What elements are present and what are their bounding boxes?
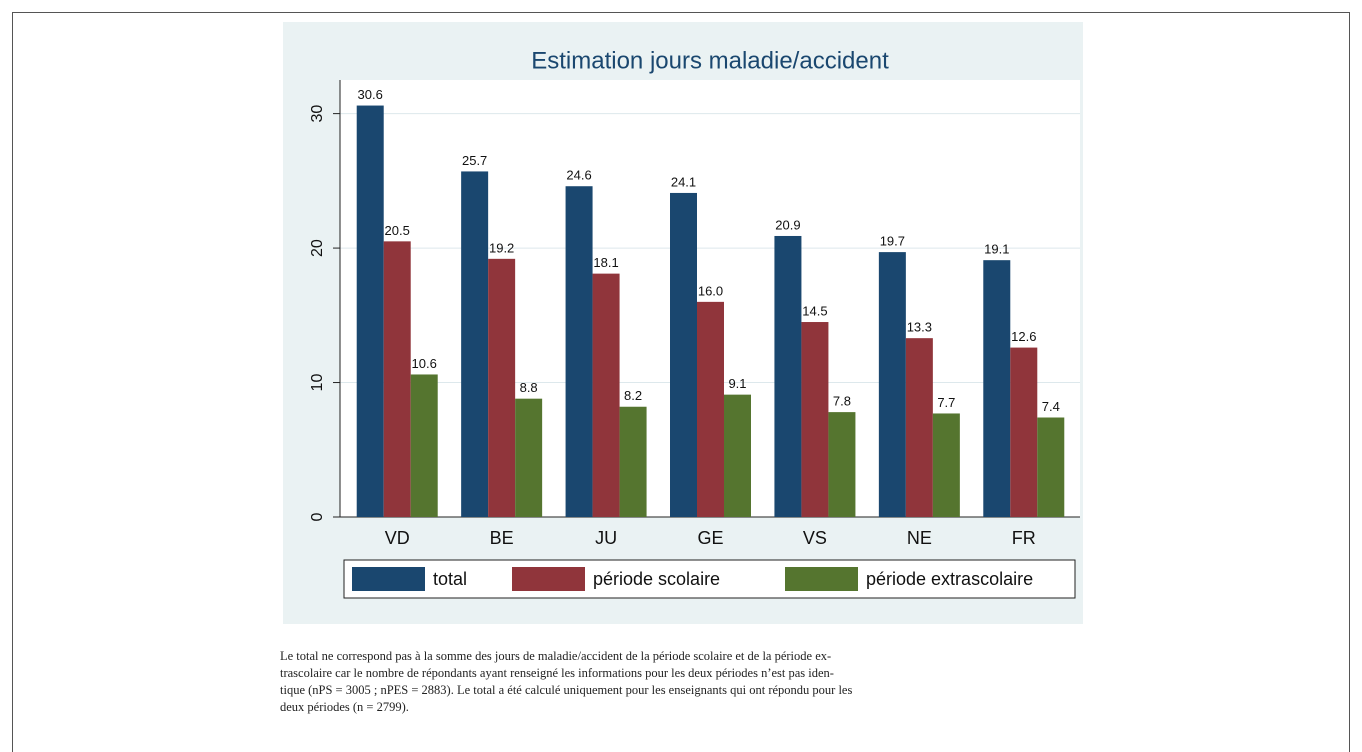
note-line: Le total ne correspond pas à la somme de… xyxy=(280,649,832,663)
legend-label: période extrascolaire xyxy=(866,569,1033,589)
bar xyxy=(878,252,906,517)
legend-swatch xyxy=(785,567,858,591)
x-tick-label: VD xyxy=(385,528,410,548)
value-label: 12.6 xyxy=(1011,329,1036,344)
value-label: 19.7 xyxy=(880,234,905,249)
bar xyxy=(774,235,802,517)
bar xyxy=(619,406,647,517)
value-label: 10.6 xyxy=(412,356,437,371)
legend-label: période scolaire xyxy=(593,569,720,589)
value-label: 25.7 xyxy=(462,153,487,168)
value-label: 24.1 xyxy=(671,174,696,189)
bar xyxy=(410,374,438,517)
y-tick-label: 20 xyxy=(309,239,326,257)
bar xyxy=(983,260,1011,517)
bar xyxy=(1037,417,1065,517)
legend-label: total xyxy=(433,569,467,589)
note-line: trascolaire car le nombre de répondants … xyxy=(280,666,834,680)
x-tick-label: VS xyxy=(803,528,827,548)
note-line: deux périodes (n = 2799). xyxy=(280,700,409,714)
bar xyxy=(488,258,516,517)
value-label: 7.7 xyxy=(937,395,955,410)
value-label: 14.5 xyxy=(802,303,827,318)
x-tick-label: BE xyxy=(490,528,514,548)
value-label: 16.0 xyxy=(698,283,723,298)
bar xyxy=(565,186,593,517)
value-label: 20.5 xyxy=(385,223,410,238)
x-tick-label: JU xyxy=(595,528,617,548)
value-label: 9.1 xyxy=(728,376,746,391)
bar xyxy=(461,171,489,518)
bar xyxy=(932,413,960,517)
legend-swatch xyxy=(352,567,425,591)
bar xyxy=(801,322,829,517)
x-tick-label: NE xyxy=(907,528,932,548)
bar xyxy=(697,301,724,517)
value-label: 20.9 xyxy=(775,217,800,232)
value-label: 7.8 xyxy=(833,394,851,409)
bar xyxy=(592,273,620,517)
value-label: 19.2 xyxy=(489,240,514,255)
legend-swatch xyxy=(512,567,585,591)
legend-box xyxy=(343,559,1076,599)
value-label: 13.3 xyxy=(907,320,932,335)
frame xyxy=(12,12,1350,752)
value-label: 30.6 xyxy=(358,87,383,102)
y-tick-label: 10 xyxy=(309,374,326,392)
value-label: 19.1 xyxy=(984,242,1009,257)
bar xyxy=(670,192,697,517)
y-tick-label: 0 xyxy=(309,512,326,521)
note: Le total ne correspond pas à la somme de… xyxy=(280,648,1100,716)
value-label: 8.2 xyxy=(624,388,642,403)
bar xyxy=(356,105,384,517)
bar xyxy=(383,241,411,517)
bar xyxy=(724,394,751,517)
chart-title: Estimation jours maladie/accident xyxy=(531,47,889,74)
bar xyxy=(828,412,856,517)
x-tick-label: GE xyxy=(697,528,723,548)
bar xyxy=(515,398,543,517)
bar xyxy=(1010,347,1038,517)
x-tick-label: FR xyxy=(1012,528,1036,548)
value-label: 8.8 xyxy=(520,380,538,395)
value-label: 7.4 xyxy=(1042,399,1060,414)
y-tick-label: 30 xyxy=(309,105,326,123)
bar xyxy=(905,338,933,517)
note-line: tique (nPS = 3005 ; nPES = 2883). Le tot… xyxy=(280,683,853,697)
value-label: 18.1 xyxy=(593,255,618,270)
value-label: 24.6 xyxy=(566,168,591,183)
